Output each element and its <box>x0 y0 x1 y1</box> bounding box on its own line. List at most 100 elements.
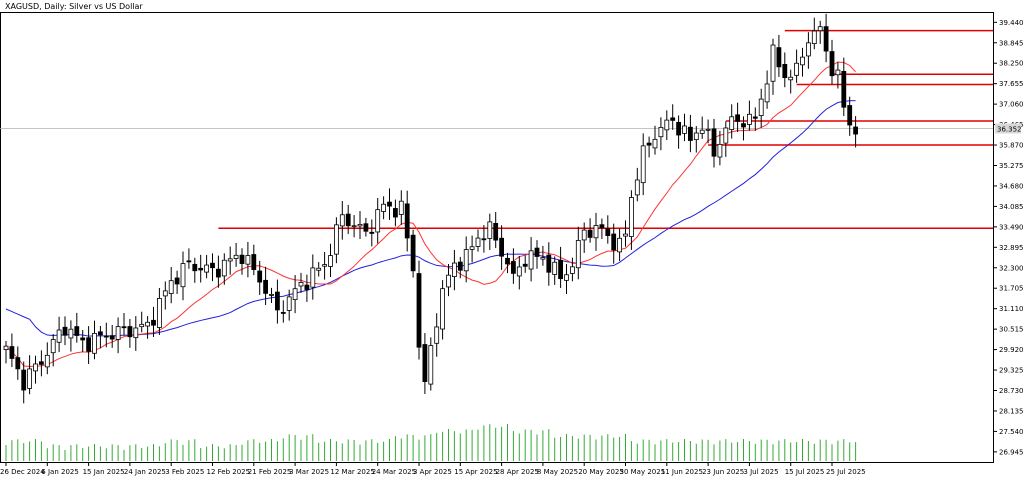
y-tick-label: 32.895 <box>999 244 1024 252</box>
candle-bear <box>387 201 392 207</box>
candle-bear <box>304 284 310 291</box>
candle-bull <box>617 237 622 253</box>
candle-bear <box>823 26 829 52</box>
candle-bull <box>50 339 56 354</box>
candle-bear <box>752 116 758 119</box>
chart-title: XAGUSD, Daily: Silver vs US Dollar <box>5 2 143 11</box>
x-tick-label: 15 Jul 2025 <box>785 468 825 476</box>
candle-bull <box>581 229 587 241</box>
candle-bull <box>705 128 711 131</box>
candle-bear <box>599 224 605 228</box>
current-price-label: 36.352 <box>997 125 1022 133</box>
candle-bear <box>251 254 257 271</box>
candle-bull <box>434 326 440 344</box>
candle-bear <box>841 70 847 108</box>
candle-bull <box>27 368 33 389</box>
candle-bull <box>552 261 558 275</box>
y-tick-label: 31.110 <box>999 305 1024 313</box>
candle-bull <box>623 233 628 237</box>
plot-frame <box>0 12 994 463</box>
x-tick-label: 24 Jan 2025 <box>124 468 166 476</box>
candle-bull <box>162 290 168 297</box>
candle-bull <box>92 332 97 354</box>
candle-bear <box>410 234 416 272</box>
candle-bear <box>86 337 91 352</box>
y-tick-label: 28.730 <box>999 387 1024 395</box>
x-tick-label: 3 Apr 2025 <box>413 468 452 476</box>
candle-bear <box>422 344 428 382</box>
candle-bear <box>711 128 717 157</box>
candle-bull <box>33 363 38 372</box>
candle-bear <box>192 263 198 272</box>
candle-bear <box>21 369 27 391</box>
candle-bear <box>274 291 280 311</box>
candle-bear <box>369 231 375 234</box>
x-tick-label: 30 May 2025 <box>620 468 666 476</box>
candle-bull <box>339 214 345 227</box>
candle-bull <box>469 246 475 250</box>
candle-bull <box>717 143 723 158</box>
x-tick-label: 3 Feb 2025 <box>165 468 204 476</box>
candle-bull <box>693 132 699 141</box>
candle-bear <box>74 326 80 336</box>
y-tick-label: 30.515 <box>999 326 1024 334</box>
candle-bull <box>221 259 227 277</box>
candle-bull <box>835 69 841 76</box>
candle-bull <box>156 298 162 328</box>
x-tick-label: 3 Jul 2025 <box>743 468 778 476</box>
candle-bear <box>416 273 422 348</box>
candle-bear <box>198 267 204 271</box>
candle-bull <box>487 221 493 239</box>
candle-bear <box>829 51 835 77</box>
y-tick-label: 27.540 <box>999 428 1024 436</box>
candle-bull <box>451 262 457 277</box>
y-tick-label: 39.440 <box>999 19 1024 27</box>
candle-bear <box>546 254 552 273</box>
candle-bull <box>570 266 575 274</box>
candle-bear <box>735 114 740 122</box>
candle-bear <box>670 117 676 121</box>
x-tick-label: 24 Mar 2025 <box>372 468 416 476</box>
candle-bear <box>534 247 540 257</box>
y-tick-label: 34.680 <box>999 182 1024 190</box>
candle-bear <box>15 357 21 370</box>
candle-bear <box>151 319 156 326</box>
candle-bear <box>646 142 652 146</box>
candle-bull <box>328 255 333 267</box>
y-tick-label: 37.060 <box>999 101 1024 109</box>
candle-bull <box>316 267 322 271</box>
candle-bear <box>280 312 286 314</box>
candle-bear <box>676 121 681 136</box>
candle-bull <box>540 257 546 260</box>
candle-bear <box>186 260 192 263</box>
candle-bear <box>587 229 593 238</box>
candle-bull <box>640 145 646 184</box>
x-tick-label: 12 Mar 2025 <box>330 468 374 476</box>
candle-bull <box>398 200 404 215</box>
candle-bear <box>404 203 410 239</box>
candle-bear <box>481 238 487 241</box>
candle-bull <box>68 328 74 339</box>
candle-bull <box>428 345 434 385</box>
current-price-tag <box>995 123 1021 134</box>
candle-bull <box>446 274 451 288</box>
candle-bear <box>109 335 115 340</box>
candle-bear <box>127 326 133 338</box>
y-tick-label: 26.945 <box>999 448 1024 456</box>
y-tick-label: 32.300 <box>999 264 1024 272</box>
candle-bear <box>611 233 617 251</box>
x-tick-label: 20 May 2025 <box>578 468 624 476</box>
candle-bull <box>658 126 664 138</box>
candle-bull <box>286 296 292 311</box>
candle-bear <box>776 47 782 68</box>
candle-bear <box>210 262 215 269</box>
candle-bear <box>853 126 858 135</box>
candle-bear <box>80 337 86 341</box>
candle-bull <box>794 62 799 76</box>
candle-bear <box>363 223 369 232</box>
candle-bull <box>652 138 658 149</box>
candle-bear <box>215 268 221 278</box>
x-tick-label: 8 May 2025 <box>537 468 578 476</box>
candle-bull <box>682 125 687 134</box>
